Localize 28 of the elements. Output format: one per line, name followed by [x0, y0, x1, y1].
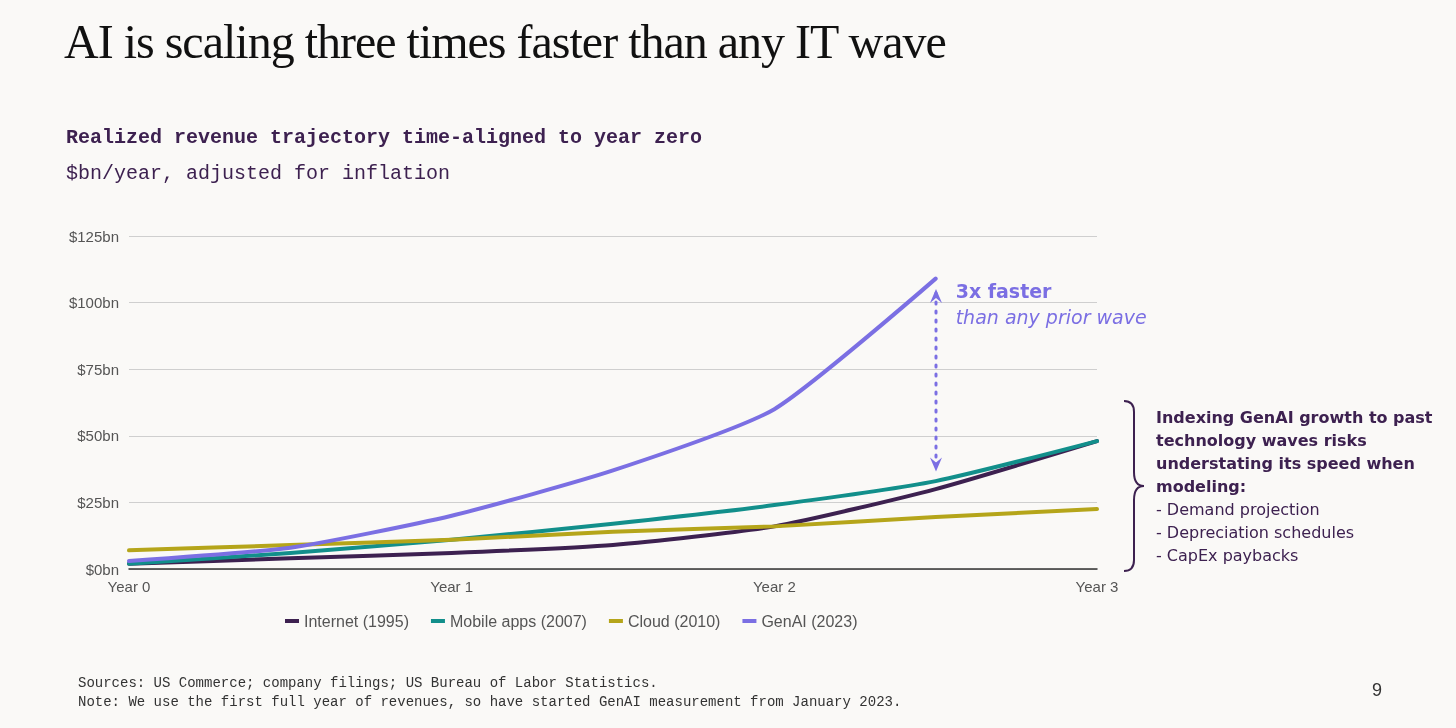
legend-label: Mobile apps (2007): [449, 612, 587, 630]
source-note: Sources: US Commerce; company filings; US Bureau of Labor Statistics.: [78, 674, 659, 693]
x-tick-label: Year 0: [107, 578, 151, 595]
y-tick-label: $50bn: [77, 427, 119, 445]
text: - Depreciation schedules: [1156, 522, 1356, 544]
x-tick-label: Year 1: [430, 578, 474, 595]
x-tick-label: Year 2: [752, 578, 796, 595]
text: 9: [1372, 680, 1383, 701]
line-series: [127, 276, 938, 564]
y-tick-label: $125bn: [68, 227, 119, 245]
annotation: 3x faster: [955, 279, 1053, 302]
text: - Demand projection: [1156, 499, 1321, 521]
text: - CapEx paybacks: [1156, 545, 1300, 567]
text: Indexing GenAI growth to past technology waves risks understating its speed when modeling:: [1156, 407, 1434, 498]
line-series: [127, 507, 1099, 553]
annotation: than any prior wave: [955, 305, 1147, 328]
y-tick-label: $75bn: [77, 360, 119, 378]
x-tick-label: Year 3: [1075, 578, 1119, 595]
y-tick-label: $25bn: [77, 493, 119, 511]
y-tick-label: $0bn: [85, 560, 119, 578]
y-tick-label: $100bn: [68, 294, 119, 312]
chart-subtitle: Realized revenue trajectory time-aligned to year zero: [66, 126, 703, 149]
y-axis-title: $bn/year, adjusted for inflation: [66, 162, 451, 185]
legend-label: Cloud (2010): [627, 612, 721, 630]
chart-title: AI is scaling three times faster than any IT wave: [64, 14, 946, 69]
text: Note: We use the first full year of revenues, so have started GenAI measurement from January 2023.: [78, 693, 902, 712]
legend-label: Internet (1995): [304, 612, 409, 630]
legend-label: GenAI (2023): [761, 612, 858, 630]
